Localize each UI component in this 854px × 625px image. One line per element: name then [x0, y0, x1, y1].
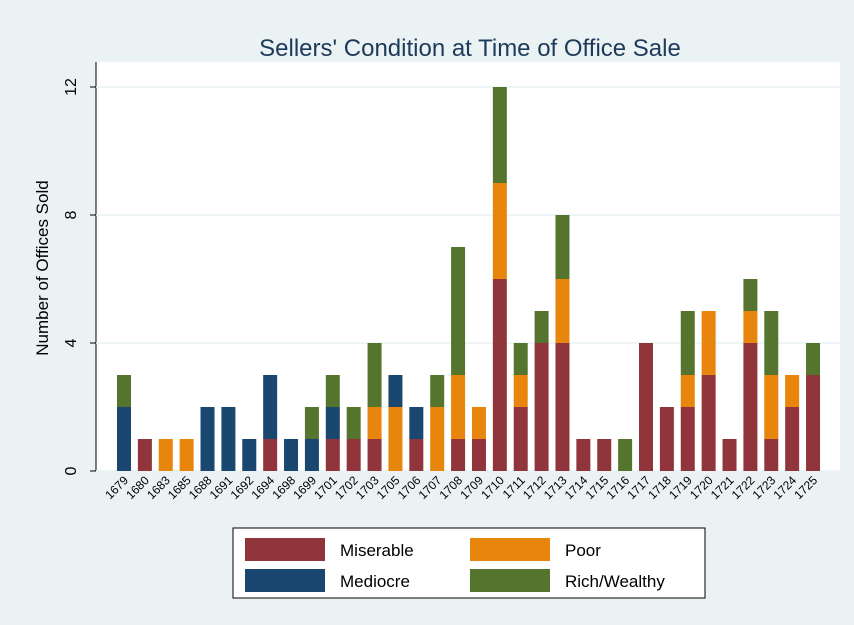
bar-segment — [451, 375, 466, 439]
bar-segment — [680, 375, 695, 407]
bar-segment — [680, 407, 695, 471]
bar-segment — [325, 439, 340, 471]
y-tick-label: 4 — [63, 338, 80, 347]
bar-segment — [388, 407, 403, 471]
bar-segment — [513, 375, 528, 407]
bar-segment — [430, 407, 445, 471]
bar-segment — [117, 407, 131, 471]
bar-segment — [764, 375, 779, 439]
bar-segment — [263, 439, 278, 471]
bar-segment — [492, 87, 507, 183]
bar-segment — [806, 375, 821, 471]
bar-segment — [743, 311, 758, 343]
bar-segment — [325, 375, 340, 407]
bar-segment — [388, 375, 403, 407]
bar-segment — [555, 343, 570, 471]
bar-segment — [806, 343, 821, 375]
bar-segment — [367, 439, 382, 471]
bar-segment — [430, 375, 445, 407]
bar-segment — [471, 407, 486, 439]
bar-segment — [117, 375, 131, 407]
bar-segment — [701, 311, 716, 375]
bar-segment — [576, 439, 591, 471]
bar-segment — [597, 439, 612, 471]
bar-segment — [722, 439, 737, 471]
legend-swatch — [470, 538, 550, 561]
bar-segment — [346, 439, 361, 471]
plot-area — [96, 62, 840, 471]
bar-segment — [325, 407, 340, 439]
bar-segment — [179, 439, 194, 471]
bar-segment — [701, 375, 716, 471]
legend-label: Miserable — [340, 541, 414, 560]
bar-segment — [618, 439, 633, 471]
bar-segment — [137, 439, 152, 471]
bar-segment — [785, 407, 800, 471]
y-tick-label: 12 — [63, 78, 80, 96]
bar-segment — [492, 279, 507, 471]
bar-segment — [534, 343, 549, 471]
bar-segment — [242, 439, 257, 471]
bar-segment — [346, 407, 361, 439]
bar-segment — [471, 439, 486, 471]
bar-segment — [158, 439, 173, 471]
bar-segment — [659, 407, 674, 471]
bar-segment — [221, 407, 236, 471]
bar-segment — [200, 407, 215, 471]
bar-segment — [743, 343, 758, 471]
legend-label: Poor — [565, 541, 601, 560]
y-tick-label: 0 — [63, 466, 80, 475]
bar-segment — [284, 439, 299, 471]
bar-segment — [743, 279, 758, 311]
bar-segment — [680, 311, 695, 375]
bar-segment — [764, 439, 779, 471]
bar-segment — [555, 279, 570, 343]
bar-segment — [304, 439, 319, 471]
bar-segment — [492, 183, 507, 279]
bar-segment — [513, 343, 528, 375]
bar-segment — [367, 343, 382, 407]
bar-segment — [555, 215, 570, 279]
legend-swatch — [470, 569, 550, 592]
bar-segment — [304, 407, 319, 439]
legend-swatch — [245, 569, 325, 592]
bar-segment — [639, 343, 653, 471]
bar-segment — [451, 247, 466, 375]
legend-swatch — [245, 538, 325, 561]
bar-segment — [409, 407, 424, 439]
bar-segment — [409, 439, 424, 471]
y-tick-label: 8 — [63, 210, 80, 219]
chart-title: Sellers' Condition at Time of Office Sal… — [259, 35, 681, 62]
bar-segment — [263, 375, 278, 439]
y-axis-label: Number of Offices Sold — [33, 180, 52, 355]
legend-label: Rich/Wealthy — [565, 572, 665, 591]
bar-segment — [764, 311, 779, 375]
bar-segment — [534, 311, 549, 343]
bar-segment — [367, 407, 382, 439]
bar-segment — [451, 439, 466, 471]
legend-label: Mediocre — [340, 572, 410, 591]
bar-segment — [513, 407, 528, 471]
bar-segment — [785, 375, 800, 407]
